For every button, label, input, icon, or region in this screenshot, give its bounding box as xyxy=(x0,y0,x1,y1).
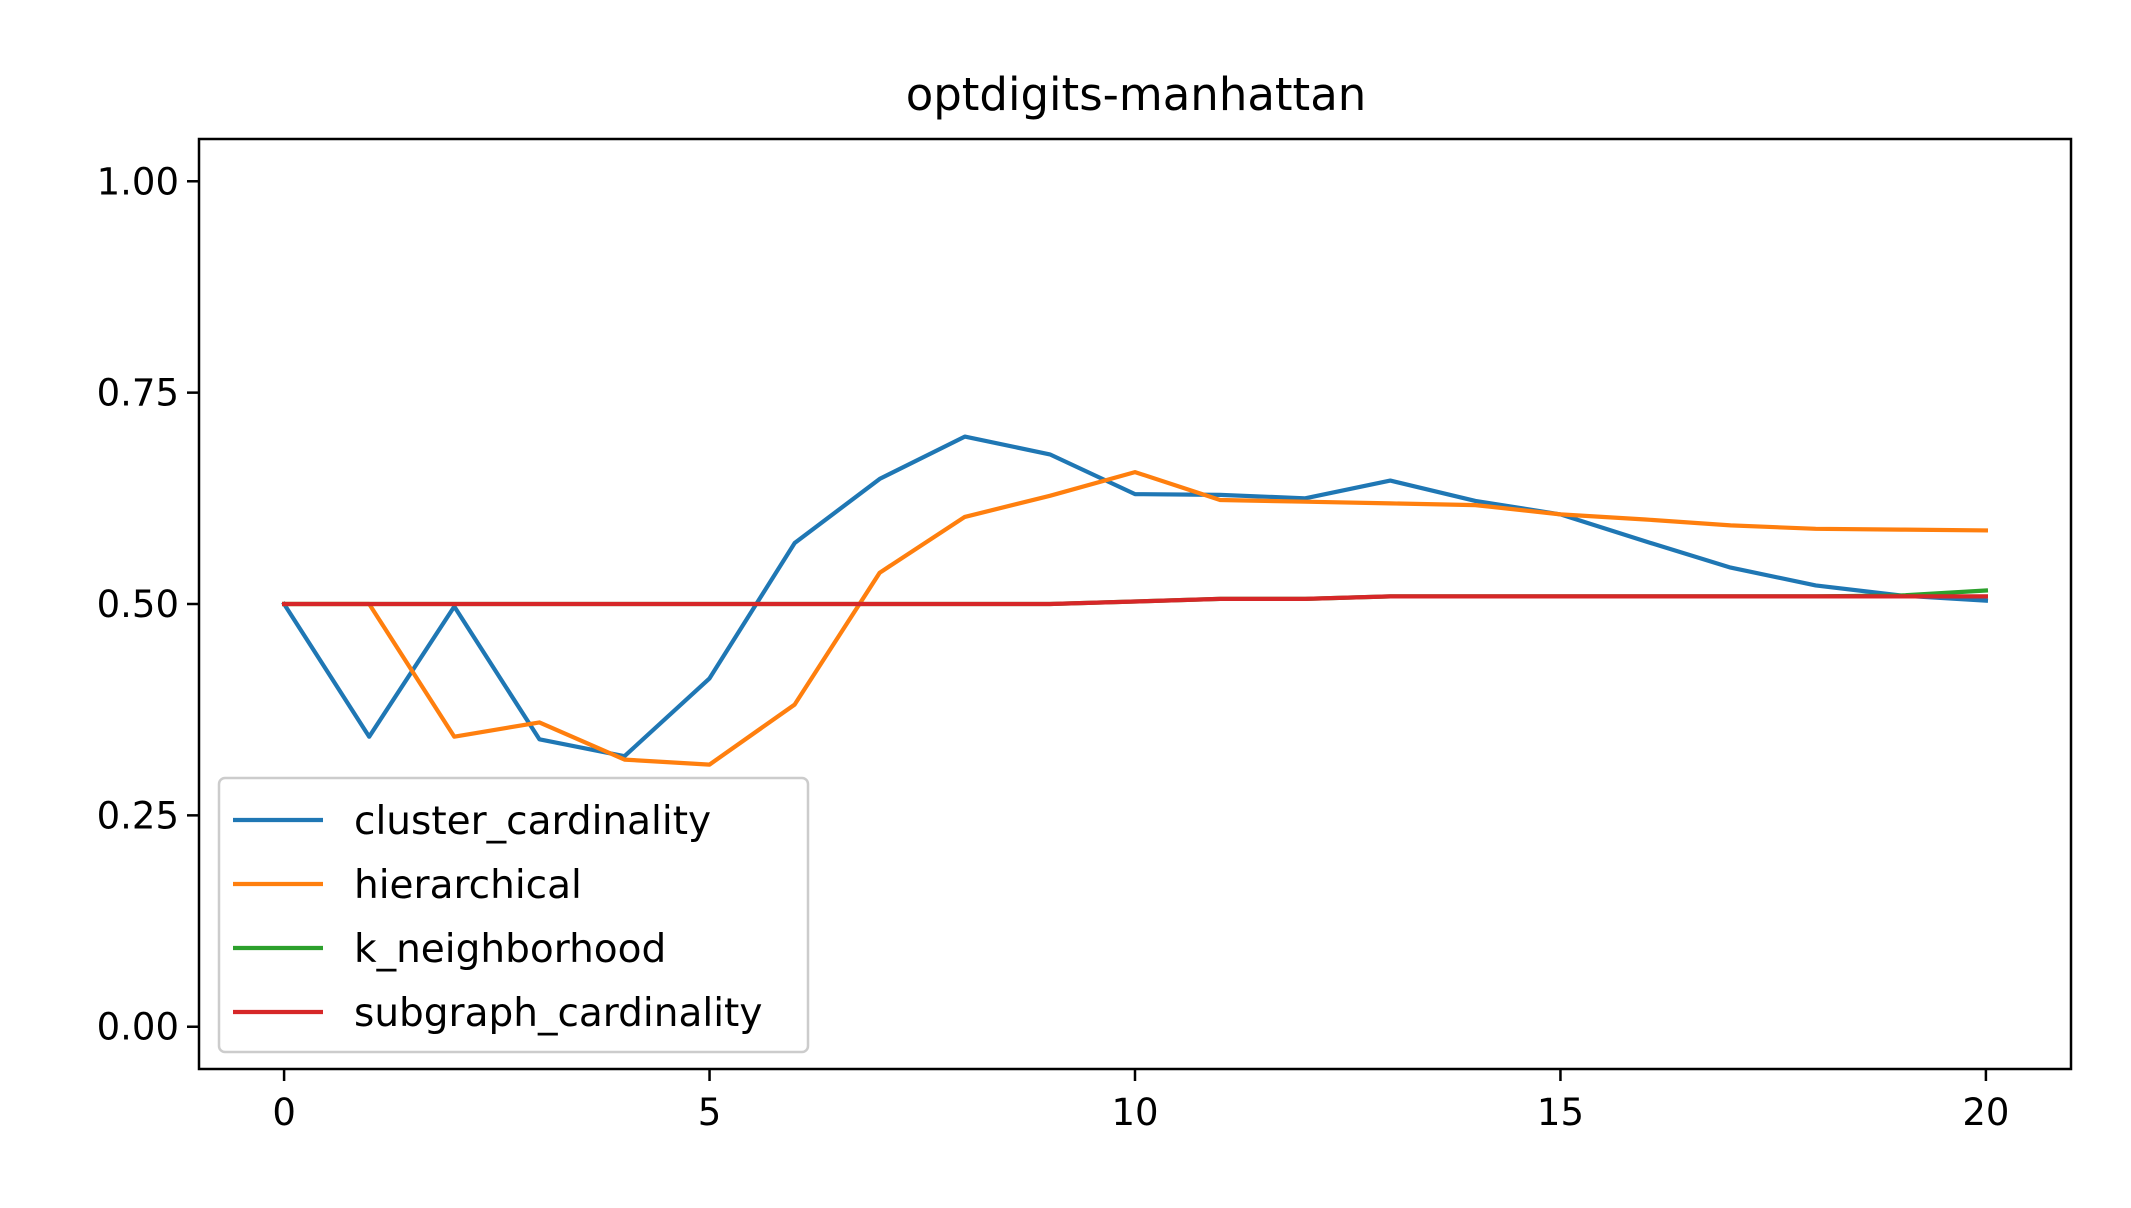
x-tick-label: 15 xyxy=(1537,1091,1584,1134)
legend-label: cluster_cardinality xyxy=(354,799,711,844)
legend-label: subgraph_cardinality xyxy=(354,991,762,1036)
x-tick-label: 5 xyxy=(698,1091,722,1134)
plot-area-frame xyxy=(197,137,2073,1071)
series-line-subgraph-cardinality xyxy=(282,594,1989,607)
y-tick-label: 1.00 xyxy=(97,160,179,203)
series-line-cluster-cardinality xyxy=(281,434,1989,759)
x-axis: 0 5 10 15 20 xyxy=(272,1069,2009,1134)
y-tick-label: 0.50 xyxy=(97,583,179,626)
legend-box xyxy=(217,776,810,1054)
legend-label: hierarchical xyxy=(354,863,582,908)
legend-label: k_neighborhood xyxy=(354,927,666,972)
series-layer xyxy=(281,434,1989,767)
series-line-hierarchical xyxy=(282,470,1989,767)
x-tick-label: 20 xyxy=(1962,1091,2009,1134)
x-tick-label: 10 xyxy=(1111,1091,1158,1134)
chart-title: optdigits-manhattan xyxy=(906,68,1367,121)
y-axis: 0.00 0.25 0.50 0.75 1.00 xyxy=(97,160,199,1049)
y-tick-label: 0.25 xyxy=(97,794,179,837)
y-tick-label: 0.75 xyxy=(97,372,179,415)
x-tick-label: 0 xyxy=(272,1091,296,1134)
legend: cluster_cardinality hierarchical k_neighbo… xyxy=(217,776,810,1054)
y-tick-label: 0.00 xyxy=(97,1006,179,1049)
